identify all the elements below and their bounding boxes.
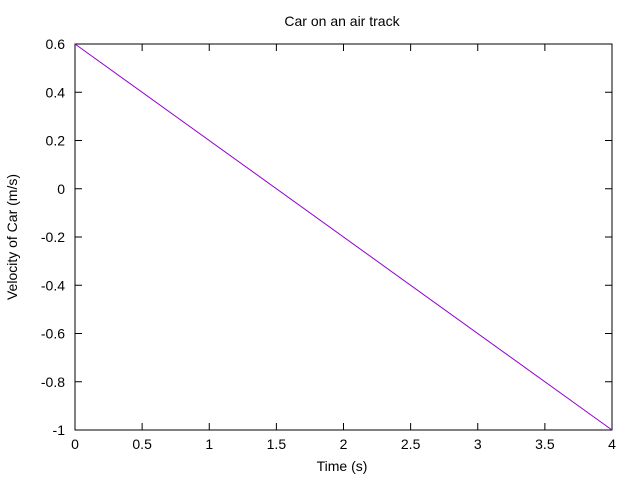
y-tick-label: 0: [57, 181, 65, 197]
y-tick-label: -0.6: [41, 326, 65, 342]
x-axis-label: Time (s): [317, 458, 368, 474]
x-tick-labels: 0 0.5 1 1.5 2 2.5 3 3.5 4: [71, 436, 616, 452]
y-tick-labels: 0.6 0.4 0.2 0 -0.2 -0.4 -0.6 -0.8 -1: [41, 36, 65, 438]
x-tick-label: 1: [205, 436, 213, 452]
x-tick-label: 3.5: [535, 436, 555, 452]
x-tick-label: 0.5: [132, 436, 152, 452]
x-tick-label: 0: [71, 436, 79, 452]
y-tick-label: 0.2: [46, 133, 66, 149]
x-tick-label: 2.5: [401, 436, 421, 452]
chart-title: Car on an air track: [284, 13, 400, 29]
x-tick-label: 1.5: [267, 436, 287, 452]
y-tick-label: -0.2: [41, 229, 65, 245]
y-tick-label: -1: [53, 422, 66, 438]
series-line: [74, 43, 613, 431]
y-tick-label: 0.4: [46, 84, 66, 100]
y-tick-label: -0.8: [41, 374, 65, 390]
x-tick-label: 2: [340, 436, 348, 452]
plot-frame: [74, 43, 613, 431]
y-tick-label: 0.6: [46, 36, 66, 52]
x-tick-label: 4: [608, 436, 616, 452]
series-group: [74, 43, 613, 431]
y-tick-label: -0.4: [41, 277, 65, 293]
y-axis-label: Velocity of Car (m/s): [4, 174, 20, 300]
x-tick-label: 3: [474, 436, 482, 452]
